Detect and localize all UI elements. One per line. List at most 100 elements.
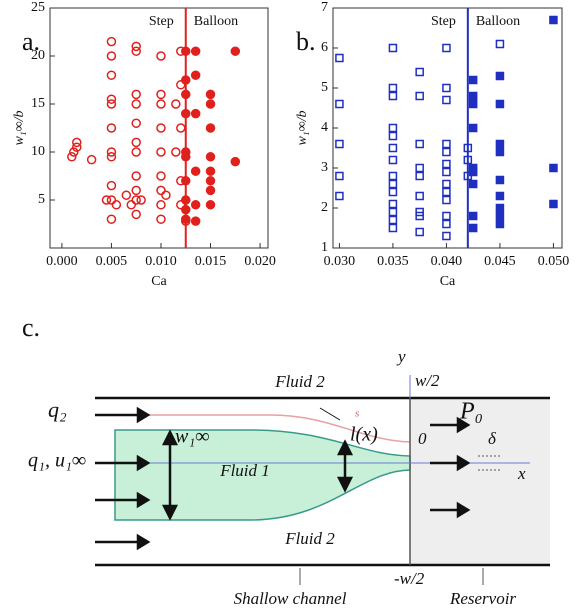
x-tick-label: 0.045 bbox=[484, 254, 516, 269]
point bbox=[131, 185, 141, 196]
x-tick-label: 0.040 bbox=[431, 254, 463, 269]
label: Fluid 1 bbox=[219, 461, 270, 480]
point bbox=[442, 139, 451, 149]
point bbox=[156, 123, 166, 133]
y-axis-label: w₁∞/b bbox=[295, 110, 310, 145]
point bbox=[495, 147, 505, 157]
y-tick-label: 2 bbox=[321, 200, 328, 215]
point bbox=[131, 137, 141, 148]
point bbox=[495, 211, 505, 221]
x-tick-label: 0.030 bbox=[324, 254, 356, 269]
point bbox=[106, 152, 117, 162]
point bbox=[468, 91, 478, 101]
point bbox=[176, 200, 186, 210]
point bbox=[495, 175, 505, 185]
y-tick-label: 6 bbox=[321, 40, 328, 55]
point bbox=[205, 99, 216, 109]
point bbox=[101, 195, 112, 205]
point bbox=[468, 99, 478, 109]
point bbox=[388, 179, 398, 189]
point bbox=[205, 123, 216, 133]
point bbox=[415, 91, 424, 101]
point bbox=[230, 156, 241, 167]
label: w₁∞ bbox=[175, 426, 210, 448]
x-axis-label: Ca bbox=[440, 274, 456, 289]
point bbox=[181, 214, 191, 224]
point bbox=[131, 99, 141, 109]
panel-label: c. bbox=[22, 313, 40, 342]
point bbox=[106, 99, 117, 109]
point bbox=[205, 166, 216, 176]
point bbox=[190, 200, 201, 210]
point bbox=[126, 200, 137, 210]
point bbox=[106, 180, 117, 191]
annotation: Balloon bbox=[194, 14, 238, 29]
label: 0 bbox=[418, 429, 427, 448]
point bbox=[156, 214, 166, 224]
point bbox=[156, 99, 166, 109]
point bbox=[171, 147, 181, 157]
point bbox=[442, 95, 451, 105]
point bbox=[388, 223, 398, 233]
point bbox=[415, 191, 424, 201]
point bbox=[190, 108, 201, 119]
point bbox=[468, 179, 478, 189]
point bbox=[131, 41, 141, 52]
point bbox=[131, 209, 141, 220]
point bbox=[106, 94, 117, 104]
label: P₀ bbox=[459, 399, 483, 425]
point bbox=[181, 108, 191, 119]
point bbox=[181, 176, 191, 186]
x-tick-label: 0.020 bbox=[244, 254, 276, 269]
label: Reservoir bbox=[449, 589, 516, 608]
point bbox=[190, 46, 201, 56]
x-tick-label: 0.010 bbox=[145, 254, 177, 269]
label: l(x) bbox=[350, 424, 378, 446]
y-tick-label: 5 bbox=[38, 192, 45, 207]
point bbox=[121, 190, 132, 200]
point bbox=[388, 83, 398, 93]
point bbox=[388, 187, 398, 197]
point bbox=[549, 199, 558, 209]
point bbox=[181, 195, 191, 205]
point bbox=[442, 231, 451, 241]
point bbox=[388, 155, 398, 165]
point bbox=[388, 171, 398, 181]
point bbox=[463, 143, 473, 153]
label: Shallow channel bbox=[234, 589, 347, 608]
point bbox=[335, 99, 344, 109]
point bbox=[230, 46, 241, 56]
point bbox=[171, 99, 181, 109]
point bbox=[156, 185, 166, 196]
point bbox=[388, 207, 398, 217]
point bbox=[156, 147, 166, 157]
annotation: Step bbox=[431, 14, 456, 29]
plot-frame bbox=[49, 7, 269, 249]
point bbox=[442, 179, 451, 189]
point bbox=[72, 137, 82, 148]
point bbox=[190, 216, 201, 226]
point bbox=[335, 53, 344, 63]
point bbox=[156, 200, 166, 210]
annotation: Step bbox=[149, 14, 174, 29]
point bbox=[176, 123, 186, 133]
panel-label: b. bbox=[296, 27, 316, 56]
y-tick-label: 4 bbox=[321, 120, 328, 135]
point bbox=[86, 154, 97, 165]
x-tick-label: 0.000 bbox=[46, 254, 78, 269]
point bbox=[549, 15, 558, 25]
point bbox=[190, 70, 201, 80]
point bbox=[388, 91, 398, 101]
point bbox=[106, 123, 117, 133]
point bbox=[442, 219, 451, 229]
label: Fluid 2 bbox=[274, 372, 325, 391]
point bbox=[131, 89, 141, 100]
point bbox=[136, 195, 146, 205]
point bbox=[442, 83, 451, 93]
y-tick-label: 1 bbox=[321, 240, 328, 255]
x-tick-label: 0.015 bbox=[195, 254, 227, 269]
point bbox=[468, 167, 478, 177]
point bbox=[468, 211, 478, 221]
point bbox=[495, 99, 505, 109]
